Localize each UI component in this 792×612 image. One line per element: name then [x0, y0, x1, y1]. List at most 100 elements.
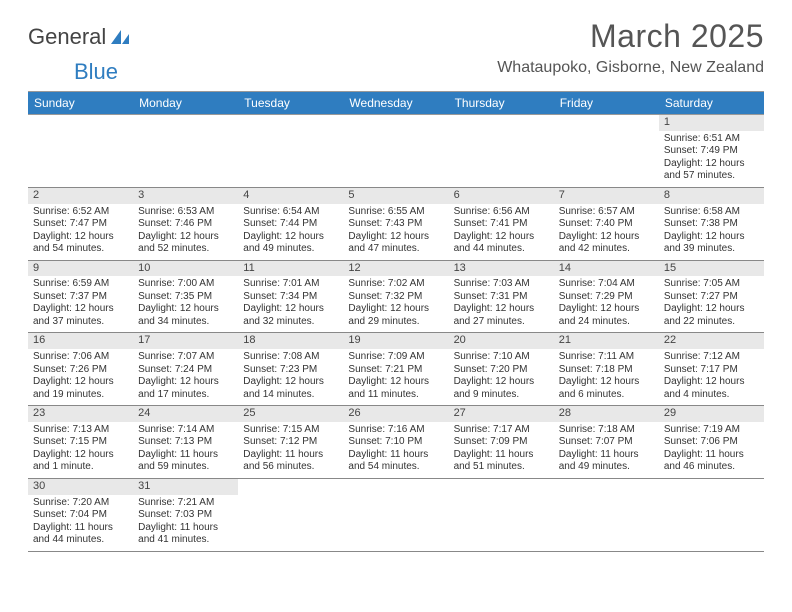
daylight-text: Daylight: 12 hours and 6 minutes. — [559, 376, 654, 401]
sunset-text: Sunset: 7:20 PM — [454, 364, 549, 377]
sunrise-text: Sunrise: 7:21 AM — [138, 497, 233, 510]
calendar-cell: 10Sunrise: 7:00 AMSunset: 7:35 PMDayligh… — [133, 261, 238, 334]
calendar-cell: 27Sunrise: 7:17 AMSunset: 7:09 PMDayligh… — [449, 406, 554, 479]
calendar-cell: 23Sunrise: 7:13 AMSunset: 7:15 PMDayligh… — [28, 406, 133, 479]
sunset-text: Sunset: 7:37 PM — [33, 291, 128, 304]
daylight-text: Daylight: 12 hours and 19 minutes. — [33, 376, 128, 401]
sunrise-text: Sunrise: 7:18 AM — [559, 424, 654, 437]
day-number: 20 — [449, 333, 554, 349]
calendar-cell: 2Sunrise: 6:52 AMSunset: 7:47 PMDaylight… — [28, 188, 133, 261]
sunrise-text: Sunrise: 7:07 AM — [138, 351, 233, 364]
day-number: 10 — [133, 261, 238, 277]
daylight-text: Daylight: 11 hours and 44 minutes. — [33, 522, 128, 547]
day-number: 18 — [238, 333, 343, 349]
sunrise-text: Sunrise: 6:56 AM — [454, 206, 549, 219]
sunrise-text: Sunrise: 6:55 AM — [348, 206, 443, 219]
calendar-cell: 29Sunrise: 7:19 AMSunset: 7:06 PMDayligh… — [659, 406, 764, 479]
daylight-text: Daylight: 11 hours and 41 minutes. — [138, 522, 233, 547]
calendar-cell: 4Sunrise: 6:54 AMSunset: 7:44 PMDaylight… — [238, 188, 343, 261]
sunrise-text: Sunrise: 7:04 AM — [559, 278, 654, 291]
day-number: 13 — [449, 261, 554, 277]
calendar-cell: 6Sunrise: 6:56 AMSunset: 7:41 PMDaylight… — [449, 188, 554, 261]
daylight-text: Daylight: 12 hours and 17 minutes. — [138, 376, 233, 401]
sunrise-text: Sunrise: 7:00 AM — [138, 278, 233, 291]
sunset-text: Sunset: 7:41 PM — [454, 218, 549, 231]
sunset-text: Sunset: 7:49 PM — [664, 145, 759, 158]
sunset-text: Sunset: 7:24 PM — [138, 364, 233, 377]
daylight-text: Daylight: 12 hours and 9 minutes. — [454, 376, 549, 401]
daylight-text: Daylight: 12 hours and 57 minutes. — [664, 158, 759, 183]
day-header: Sunday — [28, 92, 133, 115]
sunrise-text: Sunrise: 7:02 AM — [348, 278, 443, 291]
sunset-text: Sunset: 7:09 PM — [454, 436, 549, 449]
calendar-cell: 13Sunrise: 7:03 AMSunset: 7:31 PMDayligh… — [449, 261, 554, 334]
calendar-cell: 30Sunrise: 7:20 AMSunset: 7:04 PMDayligh… — [28, 479, 133, 552]
calendar-cell: 11Sunrise: 7:01 AMSunset: 7:34 PMDayligh… — [238, 261, 343, 334]
daylight-text: Daylight: 12 hours and 24 minutes. — [559, 303, 654, 328]
day-header: Tuesday — [238, 92, 343, 115]
calendar-cell: 18Sunrise: 7:08 AMSunset: 7:23 PMDayligh… — [238, 333, 343, 406]
day-number: 7 — [554, 188, 659, 204]
sunset-text: Sunset: 7:17 PM — [664, 364, 759, 377]
calendar-cell: 12Sunrise: 7:02 AMSunset: 7:32 PMDayligh… — [343, 261, 448, 334]
calendar-cell-empty — [238, 479, 343, 552]
page-title: March 2025 — [497, 18, 764, 55]
sunrise-text: Sunrise: 7:05 AM — [664, 278, 759, 291]
day-number: 27 — [449, 406, 554, 422]
sunrise-text: Sunrise: 7:16 AM — [348, 424, 443, 437]
sunrise-text: Sunrise: 7:17 AM — [454, 424, 549, 437]
day-number: 12 — [343, 261, 448, 277]
calendar-cell: 16Sunrise: 7:06 AMSunset: 7:26 PMDayligh… — [28, 333, 133, 406]
calendar-cell: 26Sunrise: 7:16 AMSunset: 7:10 PMDayligh… — [343, 406, 448, 479]
daylight-text: Daylight: 12 hours and 54 minutes. — [33, 231, 128, 256]
daylight-text: Daylight: 12 hours and 14 minutes. — [243, 376, 338, 401]
day-number: 4 — [238, 188, 343, 204]
day-number: 8 — [659, 188, 764, 204]
sunset-text: Sunset: 7:15 PM — [33, 436, 128, 449]
calendar-cell: 28Sunrise: 7:18 AMSunset: 7:07 PMDayligh… — [554, 406, 659, 479]
day-header: Wednesday — [343, 92, 448, 115]
daylight-text: Daylight: 12 hours and 39 minutes. — [664, 231, 759, 256]
day-number: 17 — [133, 333, 238, 349]
day-number: 23 — [28, 406, 133, 422]
day-number: 15 — [659, 261, 764, 277]
daylight-text: Daylight: 12 hours and 49 minutes. — [243, 231, 338, 256]
calendar-cell-empty — [449, 115, 554, 188]
sunset-text: Sunset: 7:38 PM — [664, 218, 759, 231]
calendar-cell: 1Sunrise: 6:51 AMSunset: 7:49 PMDaylight… — [659, 115, 764, 188]
sunset-text: Sunset: 7:21 PM — [348, 364, 443, 377]
sunrise-text: Sunrise: 7:01 AM — [243, 278, 338, 291]
calendar-cell-empty — [28, 115, 133, 188]
sunset-text: Sunset: 7:27 PM — [664, 291, 759, 304]
day-number: 14 — [554, 261, 659, 277]
logo-word2: Blue — [74, 59, 764, 85]
sunrise-text: Sunrise: 6:58 AM — [664, 206, 759, 219]
daylight-text: Daylight: 12 hours and 52 minutes. — [138, 231, 233, 256]
sunset-text: Sunset: 7:46 PM — [138, 218, 233, 231]
sunset-text: Sunset: 7:06 PM — [664, 436, 759, 449]
calendar-cell: 8 Sunrise: 6:58 AMSunset: 7:38 PMDaylight… — [659, 188, 764, 261]
day-number: 9 — [28, 261, 133, 277]
calendar-cell: 22Sunrise: 7:12 AMSunset: 7:17 PMDayligh… — [659, 333, 764, 406]
daylight-text: Daylight: 12 hours and 27 minutes. — [454, 303, 549, 328]
sunrise-text: Sunrise: 7:19 AM — [664, 424, 759, 437]
sunset-text: Sunset: 7:07 PM — [559, 436, 654, 449]
sunrise-text: Sunrise: 7:06 AM — [33, 351, 128, 364]
calendar-cell: 5Sunrise: 6:55 AMSunset: 7:43 PMDaylight… — [343, 188, 448, 261]
sunrise-text: Sunrise: 6:59 AM — [33, 278, 128, 291]
sunrise-text: Sunrise: 7:03 AM — [454, 278, 549, 291]
sunset-text: Sunset: 7:13 PM — [138, 436, 233, 449]
sunrise-text: Sunrise: 7:20 AM — [33, 497, 128, 510]
day-number: 25 — [238, 406, 343, 422]
sunrise-text: Sunrise: 7:12 AM — [664, 351, 759, 364]
sunset-text: Sunset: 7:35 PM — [138, 291, 233, 304]
sunrise-text: Sunrise: 7:15 AM — [243, 424, 338, 437]
logo-word1: General — [28, 24, 106, 50]
daylight-text: Daylight: 12 hours and 34 minutes. — [138, 303, 233, 328]
daylight-text: Daylight: 11 hours and 49 minutes. — [559, 449, 654, 474]
calendar-cell-empty — [238, 115, 343, 188]
daylight-text: Daylight: 11 hours and 46 minutes. — [664, 449, 759, 474]
day-number: 24 — [133, 406, 238, 422]
sunset-text: Sunset: 7:10 PM — [348, 436, 443, 449]
sunset-text: Sunset: 7:03 PM — [138, 509, 233, 522]
